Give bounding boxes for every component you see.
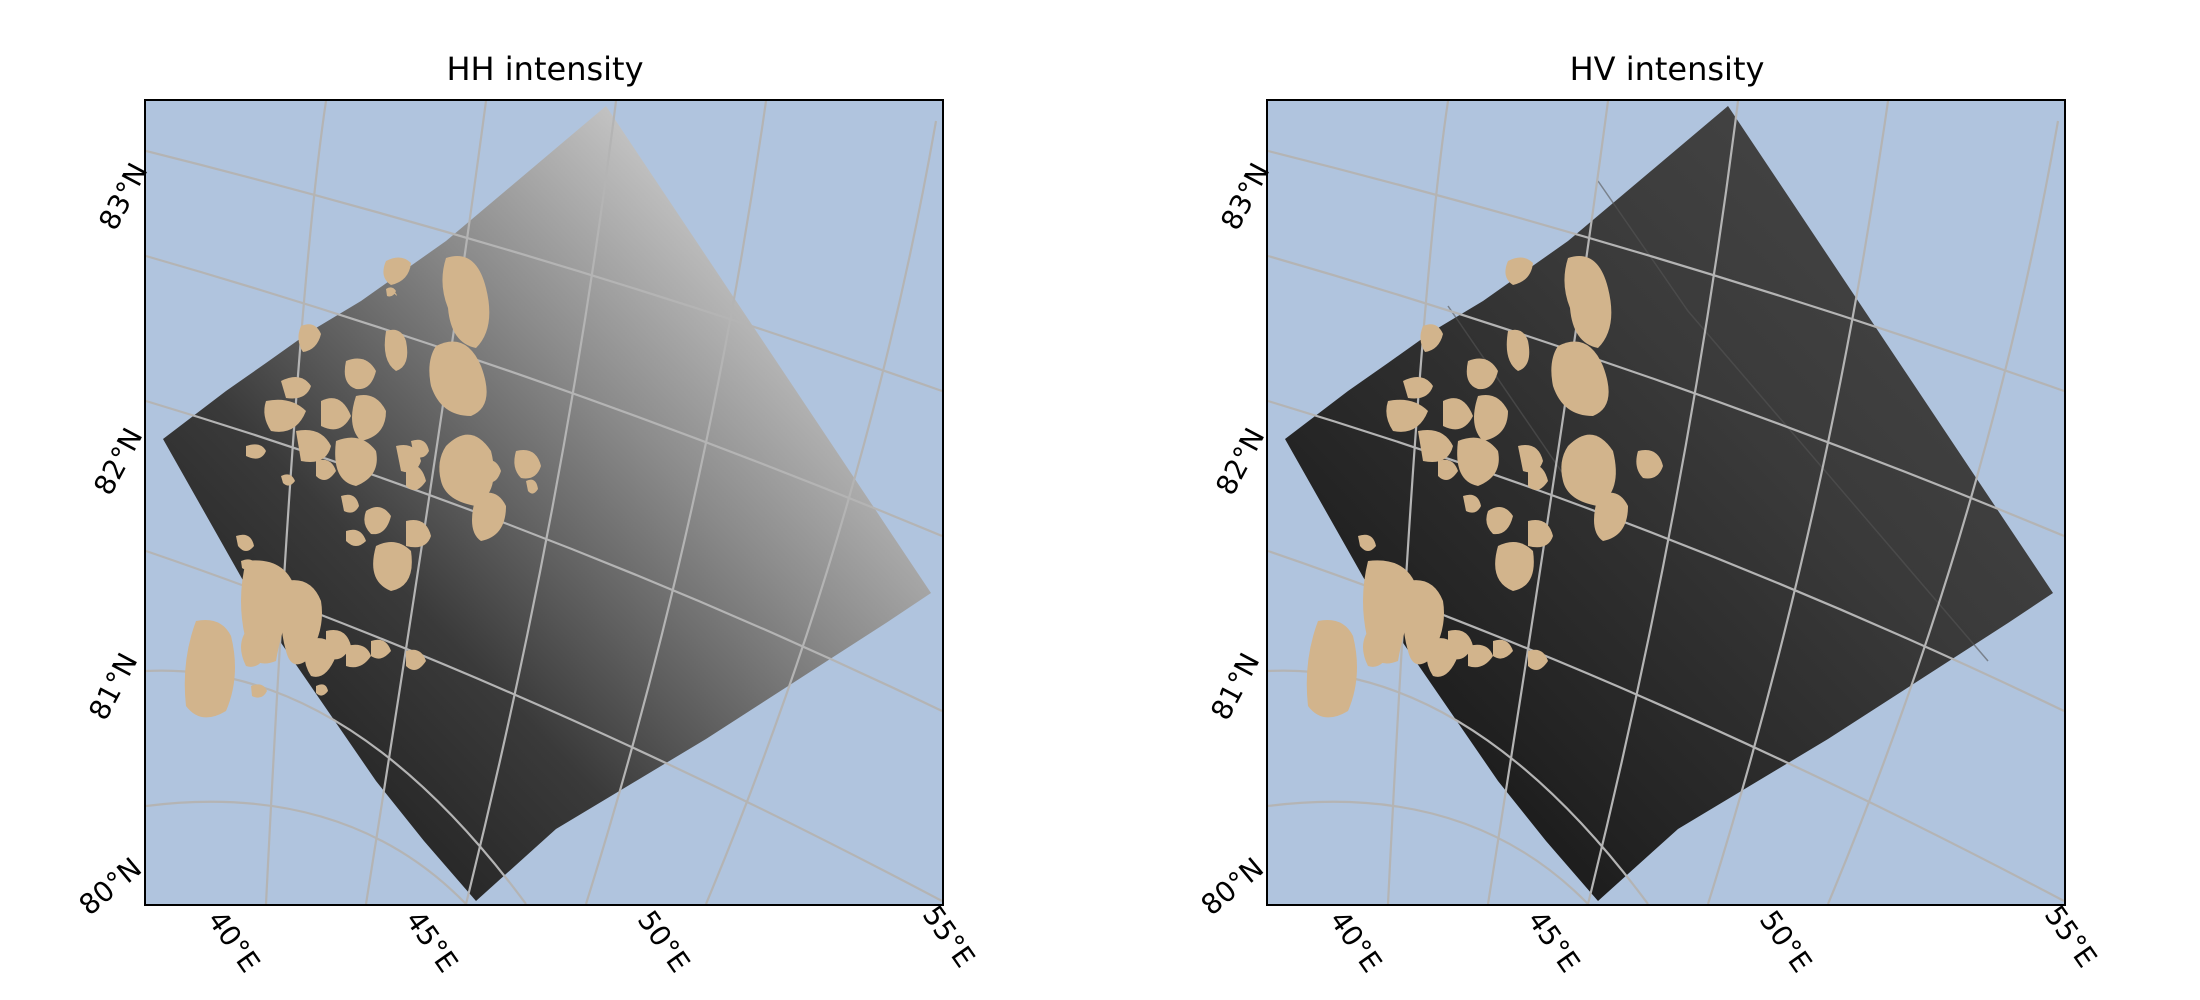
sar-swath-hv [1285, 106, 2053, 901]
lat-label: 80°N [1194, 851, 1270, 922]
lat-label: 82°N [1209, 422, 1272, 501]
lon-label: 40°E [200, 904, 267, 979]
lat-label: 82°N [87, 422, 150, 501]
map-canvas [1268, 101, 2064, 904]
lat-label: 81°N [1204, 647, 1267, 726]
sar-swath-hh [163, 106, 931, 901]
lon-label: 50°E [630, 904, 697, 979]
lon-label: 55°E [915, 899, 982, 974]
lon-label: 45°E [1520, 904, 1587, 979]
panel-title: HV intensity [1569, 50, 1765, 88]
land-islands [1306, 256, 1663, 718]
land-islands [184, 256, 541, 718]
lat-label: 81°N [82, 647, 145, 726]
hv-map-panel: HV intensity [1125, 0, 2200, 1000]
map-frame [144, 99, 944, 906]
panel-title: HH intensity [446, 50, 644, 88]
map-canvas [146, 101, 942, 904]
map-frame [1266, 99, 2066, 906]
lon-label: 45°E [398, 904, 465, 979]
lon-label: 40°E [1322, 904, 1389, 979]
lon-label: 50°E [1752, 904, 1819, 979]
hh-map-panel: HH intensity [72, 50, 982, 979]
lat-label: 80°N [72, 851, 148, 922]
lon-label: 55°E [2037, 899, 2104, 974]
